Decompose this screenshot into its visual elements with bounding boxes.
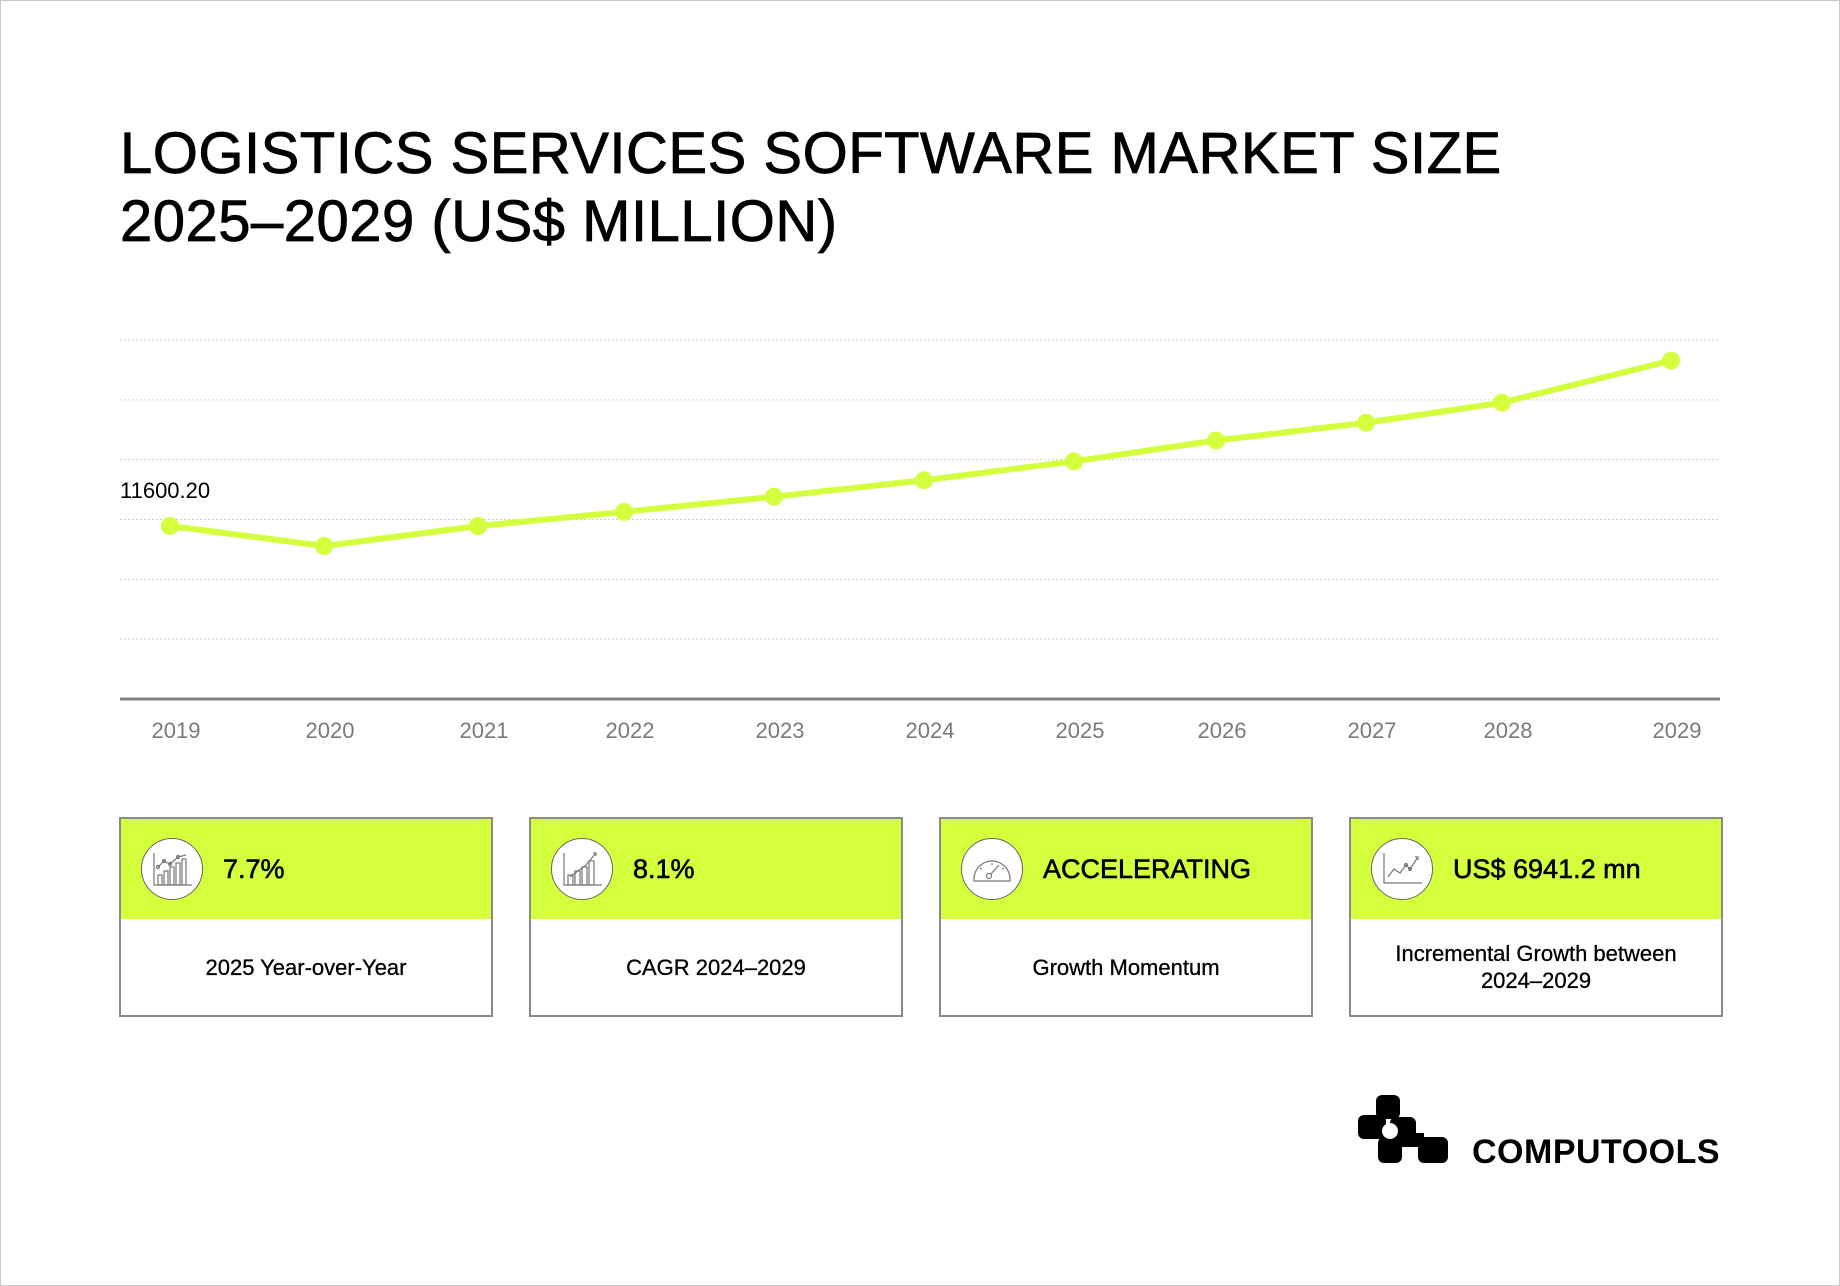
data-point xyxy=(1662,351,1680,370)
bar-line-chart-icon xyxy=(141,838,203,900)
x-tick-label: 2029 xyxy=(1653,718,1702,743)
data-point xyxy=(1357,413,1375,432)
computools-logo-icon xyxy=(1358,1095,1448,1163)
data-point xyxy=(469,517,487,535)
data-point xyxy=(915,471,933,490)
line-chart: 2019 2020 2021 2022 2023 2024 2025 2026 2027 2028… xyxy=(120,339,1720,743)
x-tick-label: 2027 xyxy=(1348,718,1397,743)
x-tick-label: 2019 xyxy=(152,718,201,743)
stat-card-cagr: 8.1% CAGR 2024–2029 xyxy=(529,817,903,1017)
data-point xyxy=(1493,393,1511,412)
brand-name: COMPUTOOLS xyxy=(1472,1133,1721,1171)
stat-label: Growth Momentum xyxy=(1032,954,1220,980)
data-point xyxy=(1207,431,1225,450)
data-label: 11600.20 xyxy=(120,478,210,503)
data-point xyxy=(615,502,633,521)
x-tick-label: 2025 xyxy=(1056,718,1105,743)
x-tick-label: 2024 xyxy=(906,718,955,743)
stat-card-yoy: 7.7% 2025 Year-over-Year xyxy=(119,817,493,1017)
stat-value: US$ 6941.2 mn xyxy=(1453,853,1641,884)
x-tick-label: 2021 xyxy=(460,718,509,743)
data-point xyxy=(765,487,783,506)
x-tick-label: 2022 xyxy=(606,718,655,743)
data-point xyxy=(315,537,333,555)
stat-value: ACCELERATING xyxy=(1043,853,1252,884)
stat-card-incremental: US$ 6941.2 mn Incremental Growth between… xyxy=(1349,817,1723,1017)
data-point xyxy=(161,516,179,535)
chart-title: LOGISTICS SERVICES SOFTWARE MARKET SIZE … xyxy=(120,121,1502,255)
x-tick-label: 2020 xyxy=(306,718,355,743)
stat-label: 2025 Year-over-Year xyxy=(205,954,407,980)
x-tick-label: 2023 xyxy=(756,718,805,743)
line-chart-arrow-icon xyxy=(1371,838,1433,900)
stat-card-momentum: ACCELERATING Growth Momentum xyxy=(939,817,1313,1017)
speedometer-icon xyxy=(961,838,1023,900)
stat-value: 7.7% xyxy=(223,853,285,884)
stat-label: Incremental Growth between 2024–2029 xyxy=(1395,941,1677,993)
stat-label: CAGR 2024–2029 xyxy=(626,954,806,980)
series-line xyxy=(169,357,1672,549)
data-point xyxy=(1065,452,1083,471)
bar-growth-arrow-icon xyxy=(551,838,613,900)
x-tick-label: 2026 xyxy=(1198,718,1247,743)
x-tick-label: 2028 xyxy=(1484,718,1533,743)
stat-value: 8.1% xyxy=(633,853,695,884)
